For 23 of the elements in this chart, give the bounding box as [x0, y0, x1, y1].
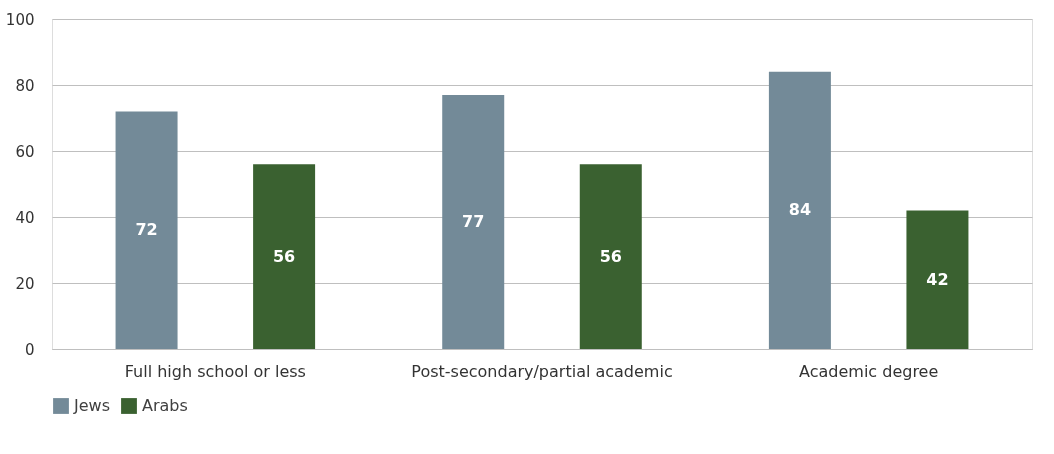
x-tick-label: Post-secondary/partial academic — [411, 361, 673, 381]
y-tick-label: 40 — [15, 208, 35, 227]
data-label: 56 — [599, 246, 622, 266]
y-tick-label: 100 — [5, 10, 35, 29]
legend-label: Arabs — [142, 396, 188, 415]
data-label: 84 — [788, 200, 812, 220]
y-tick-label: 60 — [15, 142, 35, 161]
data-label: 77 — [462, 211, 485, 231]
data-label: 72 — [135, 220, 158, 240]
bar — [253, 164, 316, 349]
bar — [442, 94, 505, 349]
data-label: 42 — [926, 269, 949, 289]
y-tick-label: 20 — [15, 274, 35, 293]
y-tick-label: 0 — [24, 340, 35, 359]
y-tick-label: 80 — [15, 76, 35, 95]
legend-label: Jews — [73, 396, 110, 415]
x-tick-label: Academic degree — [799, 361, 939, 381]
bar — [768, 71, 831, 349]
bar — [115, 111, 178, 349]
x-tick-label: Full high school or less — [124, 361, 306, 381]
bar — [906, 210, 969, 349]
bar — [579, 164, 642, 349]
data-label: 56 — [272, 246, 296, 266]
